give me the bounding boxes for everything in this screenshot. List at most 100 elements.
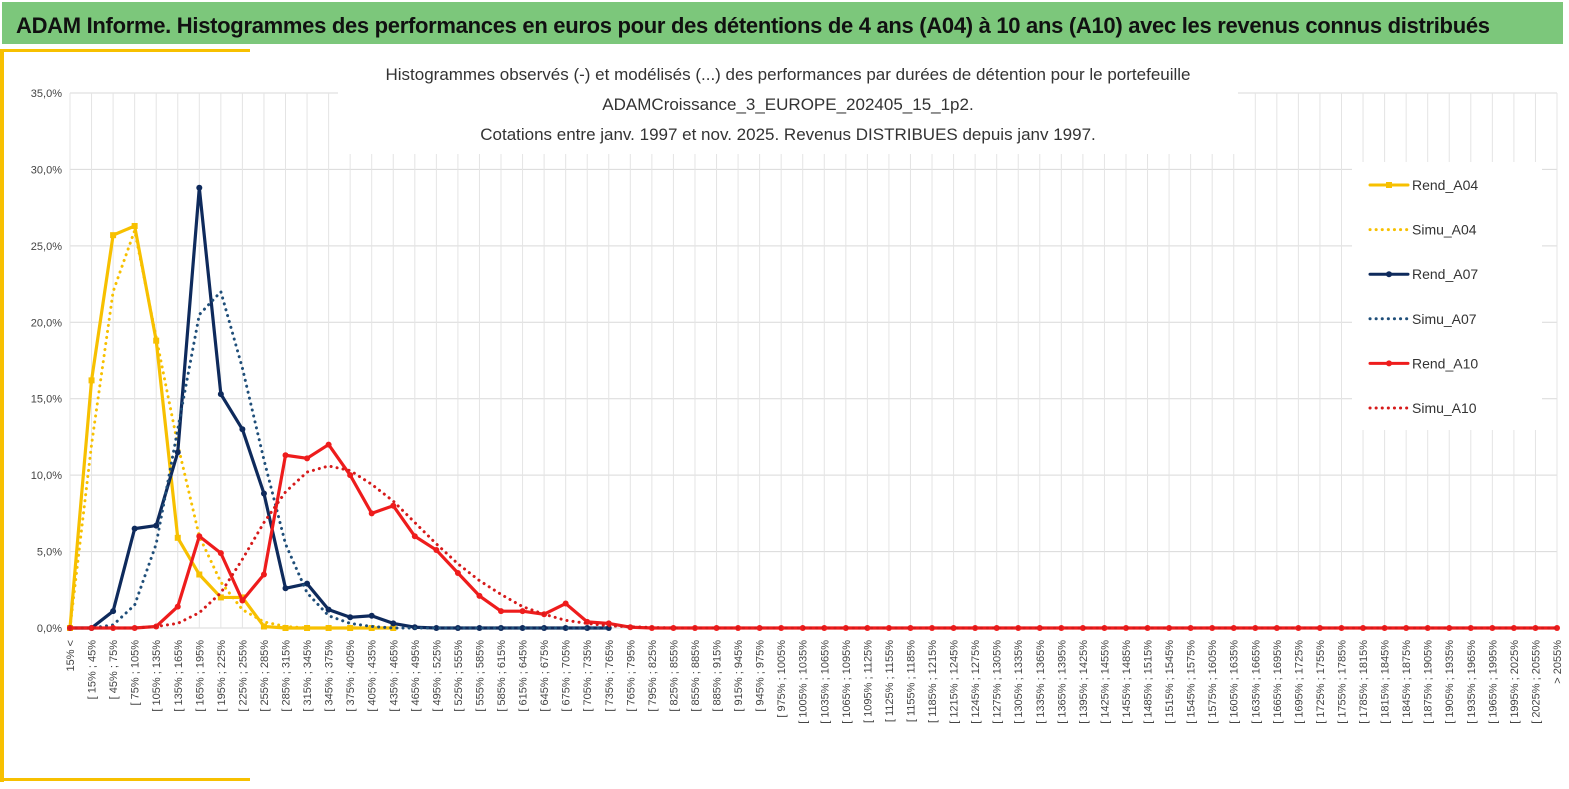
x-tick-label: [ 1815% ; 1845% bbox=[1380, 640, 1392, 724]
x-tick-label: [ 705% ; 735% bbox=[582, 640, 594, 712]
frame-top bbox=[0, 49, 250, 52]
x-tick-label: [ 15% ; 45% bbox=[87, 640, 99, 700]
x-tick-label: [ 1875% ; 1905% bbox=[1423, 640, 1435, 724]
legend-label: Rend_A10 bbox=[1412, 355, 1478, 371]
y-tick-label: 15,0% bbox=[31, 394, 62, 406]
x-tick-label: [ 1515% ; 1545% bbox=[1164, 640, 1176, 724]
data-point bbox=[390, 620, 397, 627]
data-point bbox=[1510, 625, 1517, 631]
x-tick-label: [ 1755% ; 1785% bbox=[1336, 640, 1348, 724]
data-point bbox=[1316, 625, 1323, 631]
data-point bbox=[196, 184, 203, 191]
data-point bbox=[1187, 625, 1194, 631]
series-line bbox=[68, 186, 611, 630]
series-line bbox=[68, 442, 1559, 630]
x-tick-label: [ 615% ; 645% bbox=[518, 640, 530, 712]
data-point bbox=[411, 533, 418, 540]
chart-title: Cotations entre janv. 1997 et nov. 2025.… bbox=[480, 125, 1096, 144]
data-point bbox=[217, 391, 224, 398]
y-tick-label: 35,0% bbox=[31, 88, 62, 100]
data-point bbox=[562, 625, 569, 631]
y-tick-label: 25,0% bbox=[31, 241, 62, 253]
data-point bbox=[325, 441, 332, 448]
x-tick-label: [ 1245% ; 1275% bbox=[970, 640, 982, 724]
x-tick-label: [ 1575% ; 1605% bbox=[1207, 640, 1219, 724]
legend-label: Rend_A07 bbox=[1412, 266, 1478, 282]
data-point bbox=[713, 625, 720, 631]
data-point bbox=[390, 625, 397, 631]
x-tick-label: [ 495% ; 525% bbox=[431, 640, 443, 712]
x-tick-label: [ 105% ; 135% bbox=[151, 640, 163, 712]
data-point bbox=[304, 580, 311, 587]
data-point bbox=[433, 547, 440, 554]
data-point bbox=[390, 502, 397, 509]
data-point bbox=[196, 571, 203, 578]
data-point bbox=[174, 534, 181, 541]
x-tick-label: [ 1095% ; 1125% bbox=[862, 640, 874, 723]
data-point bbox=[1079, 625, 1086, 631]
data-point bbox=[88, 625, 95, 631]
x-tick-label: [ 1605% ; 1635% bbox=[1229, 640, 1241, 724]
data-point bbox=[260, 623, 267, 630]
data-point bbox=[282, 625, 289, 631]
data-point bbox=[260, 571, 267, 578]
x-tick-label: [ 1065% ; 1095% bbox=[841, 640, 853, 724]
x-tick-label: [ 1215% ; 1245% bbox=[949, 640, 961, 724]
data-point bbox=[368, 625, 375, 631]
x-tick-label: [ 465% ; 495% bbox=[410, 640, 422, 712]
data-point bbox=[217, 550, 224, 557]
series-line bbox=[68, 229, 395, 630]
data-point bbox=[282, 452, 289, 459]
x-tick-label: [ 1425% ; 1455% bbox=[1099, 640, 1111, 724]
x-tick-label: [ 1995% ; 2025% bbox=[1509, 640, 1521, 724]
data-point bbox=[110, 608, 117, 615]
x-tick-label: [ 285% ; 315% bbox=[281, 640, 293, 712]
data-point bbox=[907, 625, 914, 631]
data-point bbox=[239, 597, 246, 604]
data-point bbox=[1360, 625, 1367, 631]
x-tick-label: [ 585% ; 615% bbox=[496, 640, 508, 712]
x-tick-label: [ 2025% ; 2055% bbox=[1530, 640, 1542, 724]
y-tick-label: 10,0% bbox=[31, 470, 62, 482]
data-point bbox=[304, 625, 311, 631]
x-tick-label: [ 1005% ; 1035% bbox=[798, 640, 810, 724]
y-tick-label: 30,0% bbox=[31, 164, 62, 176]
header-title: ADAM Informe. Histogrammes des performan… bbox=[16, 13, 1490, 38]
x-tick-label: [ 1935% ; 1965% bbox=[1466, 640, 1478, 724]
x-tick-label: [ 1035% ; 1065% bbox=[819, 640, 831, 724]
data-point bbox=[476, 592, 483, 599]
x-tick-label: [ 975% ; 1005% bbox=[776, 640, 788, 718]
x-tick-label: [ 405% ; 435% bbox=[367, 640, 379, 712]
frame-left bbox=[0, 50, 4, 782]
frame-bottom bbox=[0, 778, 250, 781]
data-point bbox=[131, 625, 138, 631]
data-point bbox=[153, 522, 160, 529]
data-point bbox=[196, 533, 203, 540]
data-point bbox=[282, 585, 289, 592]
data-point bbox=[174, 449, 181, 456]
x-tick-label: [ 225% ; 255% bbox=[237, 640, 249, 712]
x-tick-label: [ 735% ; 765% bbox=[604, 640, 616, 712]
x-tick-label: [ 1695% ; 1725% bbox=[1293, 640, 1305, 724]
legend-bg bbox=[1352, 162, 1542, 430]
data-point bbox=[1036, 625, 1043, 631]
data-point bbox=[1273, 625, 1280, 631]
x-tick-label: [ 765% ; 795% bbox=[625, 640, 637, 712]
data-point bbox=[110, 232, 117, 239]
x-tick-label: [ 1335% ; 1365% bbox=[1035, 640, 1047, 724]
x-tick-label: [ 1785% ; 1815% bbox=[1358, 640, 1370, 724]
data-point bbox=[519, 608, 526, 615]
data-point bbox=[1122, 625, 1129, 631]
data-point bbox=[799, 625, 806, 631]
data-point bbox=[347, 614, 354, 621]
data-point bbox=[368, 612, 375, 619]
x-tick-label: [ 195% ; 225% bbox=[216, 640, 228, 712]
data-point bbox=[476, 625, 483, 631]
data-point bbox=[498, 608, 505, 615]
x-tick-label: [ 885% ; 915% bbox=[712, 640, 724, 712]
x-tick-label: [ 45% ; 75% bbox=[108, 640, 120, 700]
x-tick-label: > 2055% bbox=[1552, 640, 1564, 684]
data-point bbox=[153, 337, 160, 344]
x-tick-label: [ 675% ; 705% bbox=[561, 640, 573, 712]
